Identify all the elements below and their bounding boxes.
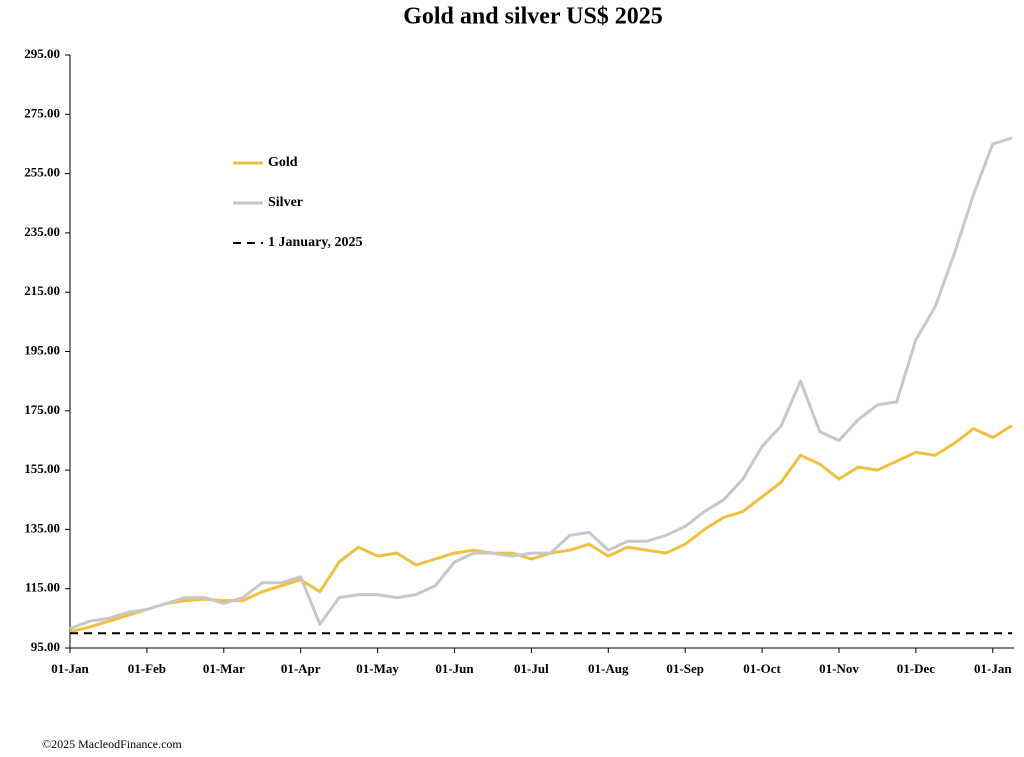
series-line: [69, 136, 1013, 631]
x-tick-label: 01-Jul: [514, 661, 549, 676]
legend-label: Gold: [268, 155, 298, 170]
x-tick-label: 01-Feb: [128, 661, 166, 676]
legend-label: Silver: [268, 195, 303, 210]
y-tick-label: 95.00: [31, 639, 60, 654]
footer: ©2025 MacleodFinance.com: [42, 737, 182, 751]
y-tick-label: 295.00: [24, 46, 60, 61]
x-tick-label: 01-Dec: [897, 661, 935, 676]
y-tick-label: 155.00: [24, 461, 60, 476]
x-tick-label: 01-Aug: [588, 661, 629, 676]
y-tick-label: 255.00: [24, 165, 60, 180]
y-tick-label: 235.00: [24, 224, 60, 239]
y-tick-label: 195.00: [24, 342, 60, 357]
y-tick-label: 175.00: [24, 402, 60, 417]
legend-label: 1 January, 2025: [268, 235, 363, 250]
chart-title: Gold and silver US$ 2025: [403, 4, 663, 30]
x-tick-label: 01-Sep: [666, 661, 704, 676]
x-tick-label: 01-May: [356, 661, 399, 676]
x-tick-label: 01-Nov: [819, 661, 859, 676]
x-tick-label: 01-Jun: [435, 661, 474, 676]
x-tick-label: 01-Jan: [51, 661, 89, 676]
y-tick-label: 215.00: [24, 283, 60, 298]
y-tick-label: 135.00: [24, 520, 60, 535]
x-tick-label: 01-Oct: [743, 661, 781, 676]
x-tick-label: 01-Jan: [974, 661, 1012, 676]
y-tick-label: 275.00: [24, 105, 60, 120]
x-tick-label: 01-Apr: [281, 661, 321, 676]
series-line: [69, 424, 1013, 634]
x-tick-label: 01-Mar: [203, 661, 245, 676]
y-tick-label: 115.00: [25, 580, 60, 595]
